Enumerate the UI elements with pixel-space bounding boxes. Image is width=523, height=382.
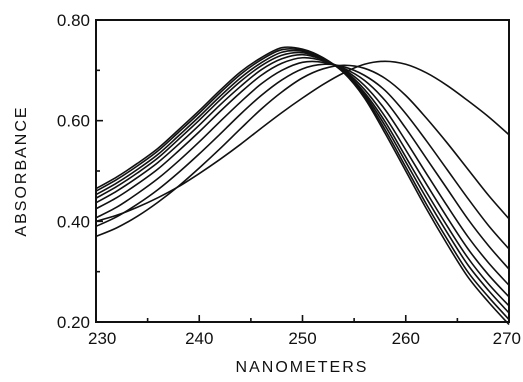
- spectrum-line-3: [95, 49, 510, 314]
- spectrum-line-7: [95, 60, 510, 270]
- y-tick-label: 0.80: [57, 11, 90, 30]
- x-tick-label: 250: [288, 329, 316, 348]
- spectrum-line-6: [95, 56, 510, 286]
- spectrum-line-8: [95, 63, 510, 250]
- x-tick-label: 260: [392, 329, 420, 348]
- spectrum-line-1: [95, 46, 510, 326]
- y-axis-ticks: 0.20 0.40 0.60 0.80: [57, 11, 103, 332]
- spectrum-line-9: [95, 64, 510, 238]
- x-axis-ticks: 230 240 250 260 270: [88, 315, 521, 348]
- spectrum-line-5: [95, 53, 510, 298]
- x-tick-label: 270: [493, 329, 521, 348]
- x-tick-label: 230: [88, 329, 116, 348]
- x-axis-label: NANOMETERS: [236, 359, 369, 376]
- plot-frame: [95, 19, 510, 323]
- y-axis-label: ABSORBANCE: [13, 105, 30, 236]
- y-tick-label: 0.40: [57, 212, 90, 231]
- spectrum-line-2: [95, 47, 510, 321]
- spectra-curves: [95, 46, 510, 326]
- x-tick-label: 240: [185, 329, 213, 348]
- spectrum-line-10: [95, 60, 510, 223]
- y-tick-label: 0.60: [57, 112, 90, 131]
- spectrum-line-4: [95, 51, 510, 307]
- y-tick-label: 0.20: [57, 313, 90, 332]
